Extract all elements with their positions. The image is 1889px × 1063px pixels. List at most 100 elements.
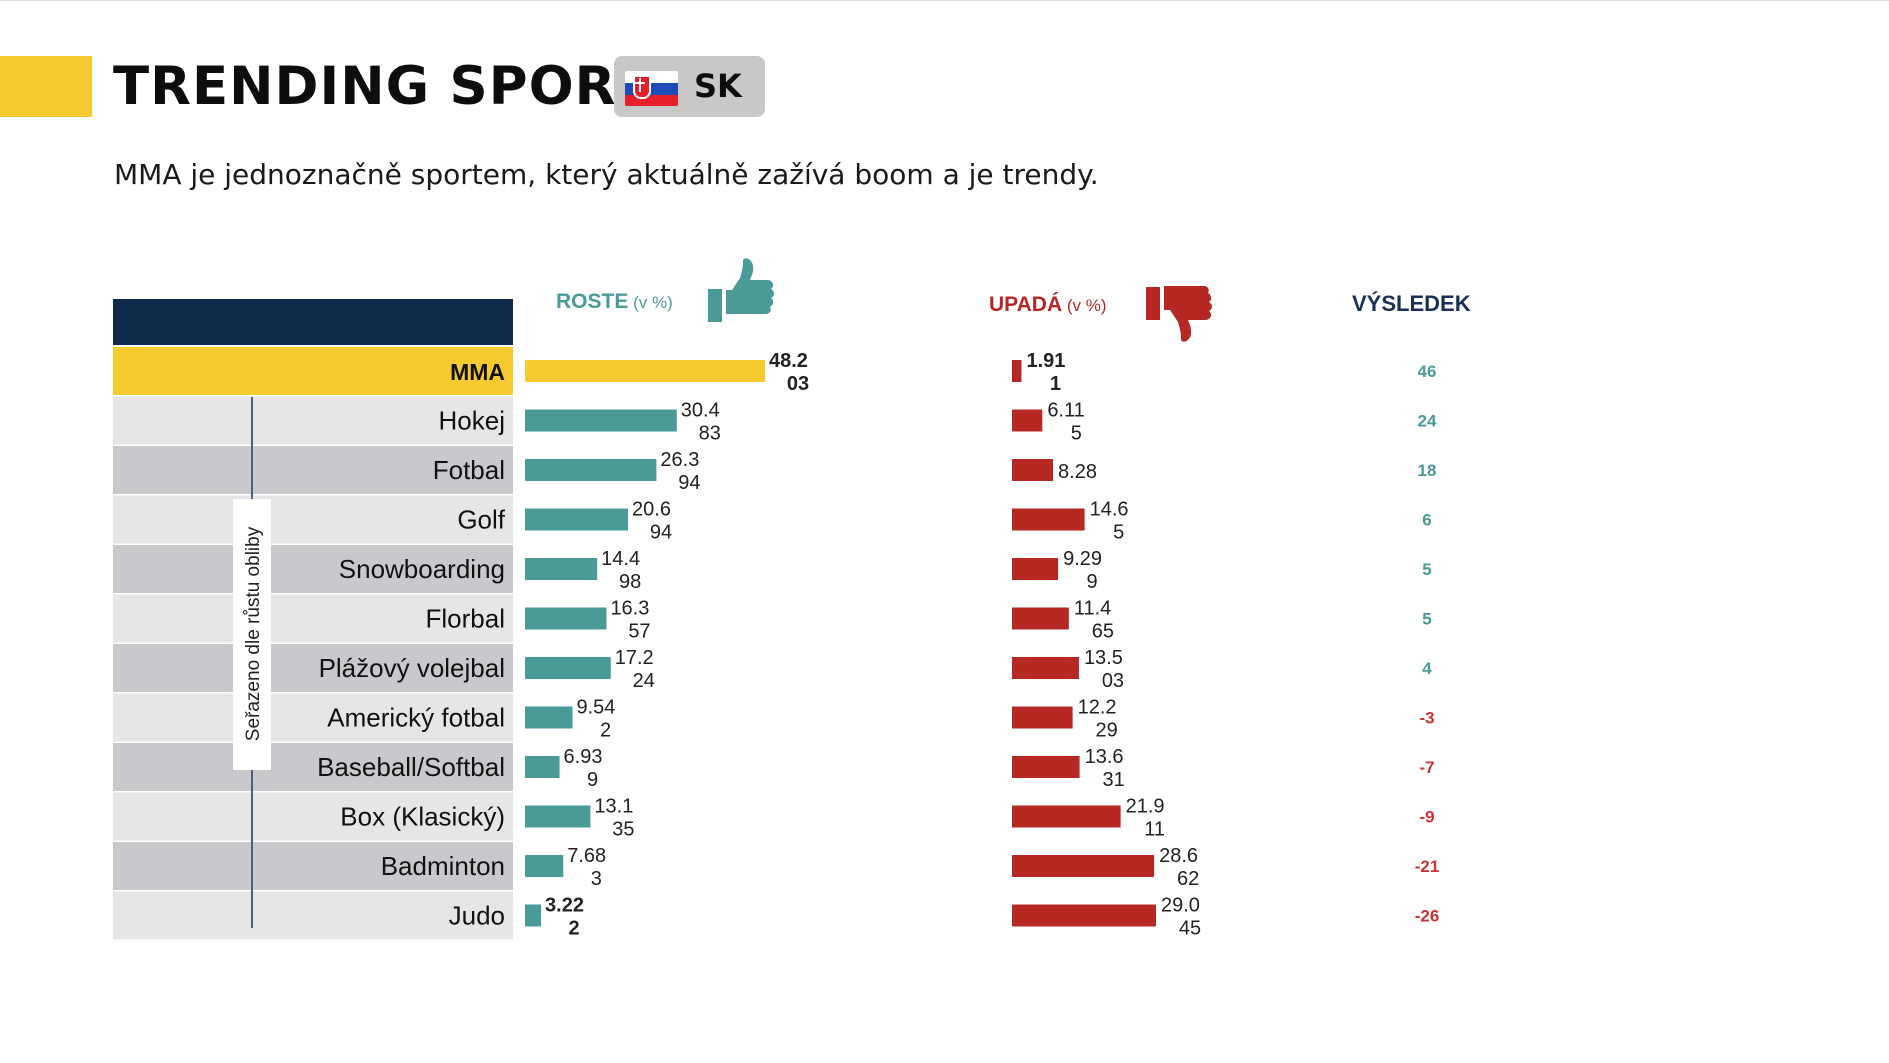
category-row <box>113 693 513 742</box>
upada-value-label: 03 <box>1102 670 1124 692</box>
roste-value-label: 26.3 <box>660 449 699 471</box>
upada-value-label: 1.91 <box>1026 350 1065 372</box>
category-row <box>113 446 513 494</box>
roste-value-label: 20.6 <box>632 499 671 521</box>
category-row <box>113 842 513 890</box>
top-divider <box>0 0 1889 1</box>
upada-bar <box>1012 657 1079 679</box>
roste-value-label: 9 <box>587 769 598 791</box>
upada-value-label: 1 <box>1050 373 1061 395</box>
vysledek-value: 46 <box>1418 362 1437 381</box>
category-row <box>113 594 513 643</box>
category-label: Plážový volejbal <box>319 653 505 683</box>
category-label: Snowboarding <box>339 554 505 584</box>
upada-value-label: 65 <box>1092 621 1114 643</box>
category-label: Baseball/Softbal <box>317 752 505 782</box>
upada-bar <box>1012 508 1085 531</box>
title-accent-bar <box>0 56 92 117</box>
upada-value-label: 8.28 <box>1058 461 1097 483</box>
roste-value-label: 17.2 <box>615 647 654 669</box>
slovakia-flag-icon <box>625 71 678 106</box>
category-row <box>113 743 513 791</box>
upada-value-label: 21.9 <box>1126 796 1165 818</box>
roste-value-label: 98 <box>619 571 641 593</box>
category-label: Judo <box>449 901 505 931</box>
country-code: SK <box>694 67 742 105</box>
roste-bar <box>525 459 657 481</box>
vysledek-header: VÝSLEDEK <box>1352 291 1471 316</box>
roste-bar <box>525 558 598 580</box>
upada-value-label: 11 <box>1144 819 1165 841</box>
category-label: Box (Klasický) <box>340 802 505 832</box>
upada-value-label: 45 <box>1179 918 1201 940</box>
upada-bar <box>1012 756 1080 778</box>
roste-bar <box>525 409 677 432</box>
upada-bar <box>1012 558 1059 580</box>
upada-value-label: 13.5 <box>1084 647 1123 669</box>
category-row <box>113 396 513 445</box>
upada-value-label: 5 <box>1113 522 1124 544</box>
roste-bar <box>525 508 629 531</box>
upada-value-label: 29 <box>1096 720 1118 742</box>
category-row <box>113 347 513 395</box>
category-label: Fotbal <box>433 455 505 485</box>
vysledek-value: -3 <box>1419 709 1434 728</box>
thumbs-up-icon <box>708 258 774 322</box>
vysledek-value: -21 <box>1415 857 1440 876</box>
roste-value-label: 30.4 <box>681 400 720 422</box>
table-header-bar <box>113 299 513 345</box>
thumbs-down-icon <box>1146 286 1212 342</box>
upada-value-label: 28.6 <box>1159 845 1198 867</box>
roste-value-label: 83 <box>699 423 721 445</box>
upada-value-label: 9 <box>1087 571 1098 593</box>
roste-value-label: 3.22 <box>545 895 584 917</box>
category-label: Americký fotbal <box>327 703 505 733</box>
vysledek-value: 24 <box>1418 412 1437 431</box>
category-row <box>113 891 513 940</box>
category-row <box>113 495 513 544</box>
roste-value-label: 24 <box>633 670 655 692</box>
roste-value-label: 7.68 <box>567 845 606 867</box>
vysledek-value: -26 <box>1415 907 1440 926</box>
roste-value-label: 13.1 <box>594 796 633 818</box>
upada-value-label: 6.11 <box>1047 400 1084 422</box>
sort-label: Seřazeno dle růstu obliby <box>243 526 264 741</box>
upada-value-label: 14.6 <box>1090 499 1129 521</box>
roste-header: ROSTE (v %) <box>556 290 673 313</box>
vysledek-value: 6 <box>1422 511 1431 530</box>
upada-bar <box>1012 855 1155 877</box>
upada-value-label: 31 <box>1102 769 1124 791</box>
roste-value-label: 35 <box>612 819 634 841</box>
roste-bar <box>525 756 560 778</box>
upada-bar <box>1012 607 1069 630</box>
category-row <box>113 545 513 593</box>
roste-value-label: 48.2 <box>769 350 808 372</box>
roste-bar <box>525 904 542 927</box>
vysledek-value: 4 <box>1422 659 1432 678</box>
country-badge: SK <box>614 56 765 117</box>
roste-value-label: 57 <box>628 621 650 643</box>
vysledek-value: 18 <box>1418 461 1437 480</box>
vysledek-value: 5 <box>1422 560 1431 579</box>
roste-value-label: 9.54 <box>577 697 616 719</box>
page-subtitle: MMA je jednoznačně sportem, který aktuál… <box>114 158 1099 191</box>
roste-value-label: 14.4 <box>601 548 640 570</box>
roste-bar <box>525 607 607 630</box>
roste-value-label: 2 <box>600 720 611 742</box>
roste-value-label: 94 <box>678 472 700 494</box>
upada-bar <box>1012 360 1022 382</box>
upada-bar <box>1012 904 1156 927</box>
category-row <box>113 644 513 692</box>
page-title: TRENDING SPORTY <box>113 56 691 117</box>
upada-value-label: 13.6 <box>1085 746 1124 768</box>
upada-value-label: 5 <box>1071 423 1082 445</box>
category-label: MMA <box>450 359 505 385</box>
category-label: Golf <box>457 505 505 535</box>
upada-header: UPADÁ (v %) <box>989 293 1107 316</box>
roste-bar <box>525 805 591 828</box>
roste-value-label: 2 <box>568 918 579 940</box>
upada-value-label: 9.29 <box>1063 548 1102 570</box>
upada-value-label: 29.0 <box>1161 895 1200 917</box>
roste-bar <box>525 855 564 877</box>
category-label: Badminton <box>381 851 505 881</box>
